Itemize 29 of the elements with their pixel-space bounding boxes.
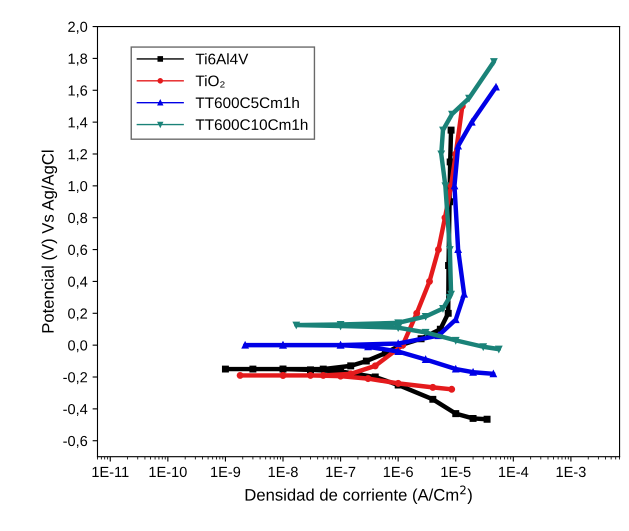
legend-label: Ti6Al4V (196, 53, 248, 64)
legend-label: TiO₂ (196, 75, 225, 88)
y-tick-label: 0,8 (68, 212, 88, 225)
x-tick-label: 1E-6 (384, 466, 413, 478)
y-tick-label: 0,2 (68, 308, 88, 320)
x-tick-label: 1E-10 (150, 466, 187, 478)
x-tick-label: 1E-4 (499, 466, 528, 477)
x-tick-label: 1E-5 (441, 466, 471, 478)
x-tick-label: 1E-11 (92, 466, 128, 477)
y-tick-label: -0,2 (63, 372, 88, 384)
y-tick-label: 1,2 (68, 149, 88, 162)
y-tick-label: -0,4 (63, 404, 88, 416)
legend-label: TT600C5Cm1h (196, 96, 299, 108)
x-axis-title: Densidad de corriente (A/Cm$^{2}$) (246, 486, 472, 504)
y-tick-label: 1,6 (68, 85, 88, 98)
y-tick-label: 1,0 (68, 180, 88, 193)
y-tick-label: 0,0 (68, 340, 88, 352)
x-tick-label: 1E-9 (211, 466, 240, 478)
y-tick-label: 1,8 (68, 54, 88, 66)
y-tick-label: 0,4 (68, 276, 88, 289)
x-tick-label: 1E-8 (268, 466, 298, 478)
y-tick-label: 1,4 (68, 117, 88, 130)
x-tick-label: 1E-7 (326, 466, 356, 477)
y-tick-label: 0,6 (68, 244, 88, 257)
x-tick-label: 1E-3 (556, 466, 586, 478)
legend-label: TT600C10Cm1h (196, 118, 308, 130)
y-axis-title: Potencial (V) Vs Ag/AgCl (42, 150, 58, 332)
y-tick-label: 2,0 (68, 22, 88, 34)
y-tick-label: -0,6 (63, 436, 88, 448)
